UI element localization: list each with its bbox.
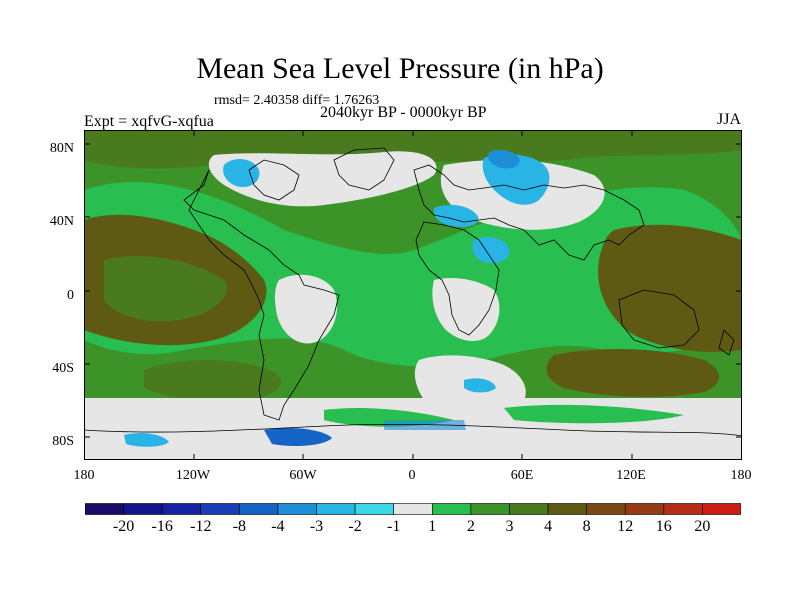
statistics-text: rmsd= 2.40358 diff= 1.76263 — [214, 93, 380, 108]
colorbar-box — [85, 503, 124, 515]
lon-label-0: 0 — [408, 468, 416, 483]
colorbar-box — [431, 503, 472, 515]
colorbar-box — [702, 503, 741, 515]
lat-label-0: 0 — [67, 288, 74, 303]
colorbar-label: 16 — [655, 518, 672, 535]
experiment-label: Expt = xqfvG-xqfua — [84, 113, 214, 130]
colorbar-label: -4 — [271, 518, 285, 535]
colorbar-box — [509, 503, 549, 515]
colorbar-label: 12 — [617, 518, 634, 535]
colorbar-box — [470, 503, 510, 515]
colorbar-box — [624, 503, 665, 515]
colorbar-label: 1 — [428, 518, 437, 535]
colorbar-box — [239, 503, 279, 515]
colorbar-label: -16 — [151, 518, 173, 535]
lon-label-120w: 120W — [175, 468, 211, 483]
lon-label-120e: 120E — [616, 468, 646, 483]
colorbar-label: -8 — [232, 518, 247, 535]
colorbar — [85, 503, 741, 515]
lat-label-40n: 40N — [49, 214, 74, 229]
colorbar-box — [393, 503, 433, 515]
colorbar-box — [161, 503, 202, 515]
lat-label-80n: 80N — [49, 141, 74, 156]
lon-label-180w: 180 — [73, 468, 95, 483]
colorbar-box — [277, 503, 317, 515]
colorbar-label: 4 — [544, 518, 553, 535]
season-label: JJA — [717, 111, 742, 128]
map-title: Mean Sea Level Pressure (in hPa) — [196, 52, 604, 85]
colorbar-box — [200, 503, 240, 515]
colorbar-label: -20 — [112, 518, 135, 535]
colorbar-label: 3 — [505, 518, 514, 535]
lon-label-60w: 60W — [289, 468, 317, 483]
colorbar-label: -2 — [348, 518, 362, 535]
lon-label-180e: 180 — [730, 468, 752, 483]
colorbar-box — [586, 503, 626, 515]
coastlines — [84, 147, 742, 437]
colorbar-label: 2 — [466, 518, 475, 535]
lon-label-60e: 60E — [510, 468, 534, 483]
colorbar-box — [663, 503, 703, 515]
pressure-map — [84, 130, 742, 460]
colorbar-box — [123, 503, 163, 515]
lat-label-80s: 80S — [52, 434, 74, 449]
colorbar-box — [316, 503, 356, 515]
colorbar-box — [354, 503, 395, 515]
colorbar-label: 20 — [694, 518, 711, 535]
colorbar-label: -12 — [190, 518, 212, 535]
colorbar-box — [547, 503, 587, 515]
colorbar-label: 8 — [582, 518, 591, 535]
colorbar-label: -3 — [309, 518, 324, 535]
period-label: 2040kyr BP - 0000kyr BP — [320, 104, 487, 121]
colorbar-label: -1 — [387, 518, 401, 535]
map-ticks — [84, 130, 742, 460]
lat-label-40s: 40S — [52, 361, 74, 376]
pressure-anomaly-field — [84, 130, 742, 460]
